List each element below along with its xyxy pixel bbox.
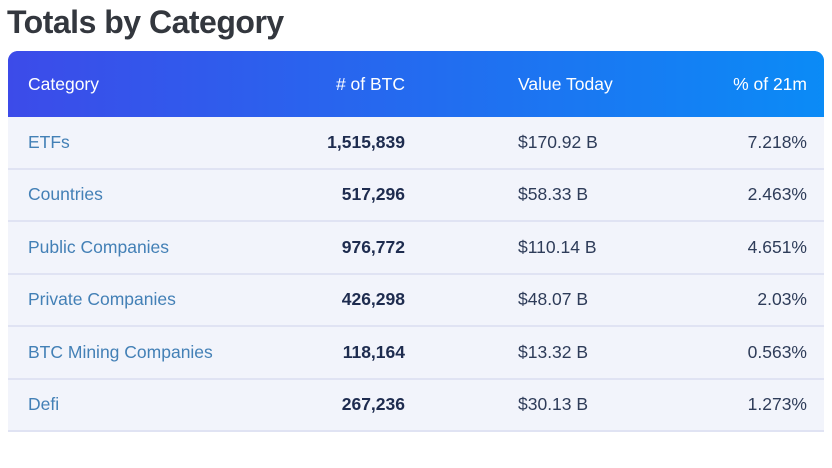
- value-today: $30.13 B: [413, 379, 623, 432]
- pct-of-21m: 2.03%: [623, 274, 824, 327]
- column-header-category: Category: [28, 73, 100, 94]
- category-link-private-companies[interactable]: Private Companies: [28, 289, 176, 310]
- table-row: Defi 267,236 $30.13 B 1.273%: [8, 379, 824, 432]
- table-row: Private Companies 426,298 $48.07 B 2.03%: [8, 274, 824, 327]
- column-header-value-today: Value Today: [518, 73, 613, 94]
- btc-amount: 267,236: [298, 379, 413, 432]
- category-link-public-companies[interactable]: Public Companies: [28, 236, 170, 257]
- value-today: $13.32 B: [413, 327, 623, 380]
- value-today: $170.92 B: [413, 117, 623, 170]
- btc-amount: 976,772: [298, 222, 413, 275]
- pct-of-21m: 2.463%: [623, 169, 824, 222]
- table-row: Countries 517,296 $58.33 B 2.463%: [8, 169, 824, 222]
- value-today: $110.14 B: [413, 222, 623, 275]
- btc-amount: 1,515,839: [298, 117, 413, 170]
- column-header-btc-count: # of BTC: [335, 73, 405, 94]
- category-link-defi[interactable]: Defi: [28, 394, 60, 415]
- table-row: ETFs 1,515,839 $170.92 B 7.218%: [8, 117, 824, 170]
- table-header-row: Category # of BTC Value Today % of 21m: [8, 51, 824, 117]
- btc-amount: 426,298: [298, 274, 413, 327]
- page-title: Totals by Category: [7, 4, 284, 40]
- totals-by-category-table: Category # of BTC Value Today % of 21m E…: [8, 51, 824, 432]
- pct-of-21m: 1.273%: [623, 379, 824, 432]
- value-today: $58.33 B: [413, 169, 623, 222]
- column-header-pct-of-21m: % of 21m: [733, 73, 807, 94]
- table-header: Category # of BTC Value Today % of 21m: [8, 51, 824, 117]
- category-link-countries[interactable]: Countries: [28, 184, 103, 205]
- btc-amount: 517,296: [298, 169, 413, 222]
- table-row: BTC Mining Companies 118,164 $13.32 B 0.…: [8, 327, 824, 380]
- table-row: Public Companies 976,772 $110.14 B 4.651…: [8, 222, 824, 275]
- pct-of-21m: 4.651%: [623, 222, 824, 275]
- btc-amount: 118,164: [298, 327, 413, 380]
- value-today: $48.07 B: [413, 274, 623, 327]
- category-link-btc-mining-companies[interactable]: BTC Mining Companies: [28, 341, 213, 362]
- category-link-etfs[interactable]: ETFs: [28, 131, 70, 152]
- pct-of-21m: 0.563%: [623, 327, 824, 380]
- pct-of-21m: 7.218%: [623, 117, 824, 170]
